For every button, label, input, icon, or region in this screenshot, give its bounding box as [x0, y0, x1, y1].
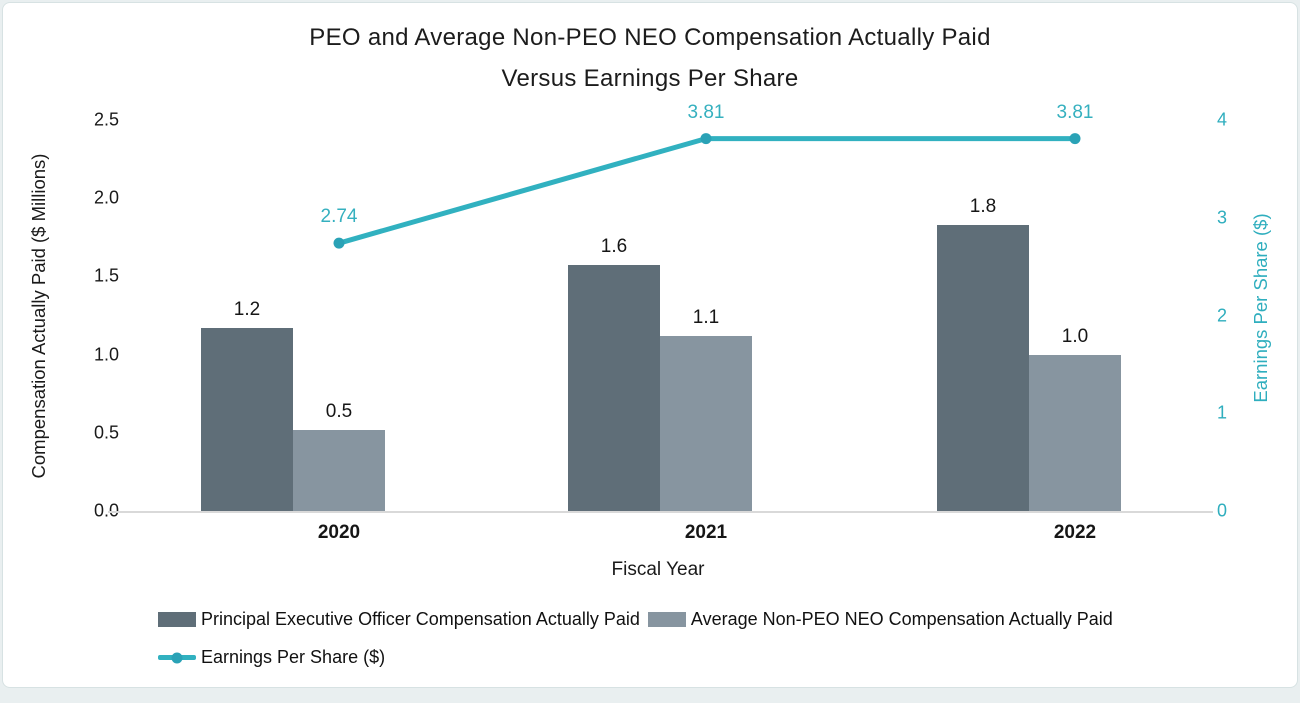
- legend-label-peo: Principal Executive Officer Compensation…: [201, 609, 640, 629]
- legend-row-1: Principal Executive Officer Compensation…: [158, 609, 1121, 630]
- legend-swatch-peo: [158, 612, 196, 627]
- left-axis-tick-0.0: 0.0: [93, 500, 119, 521]
- legend: Principal Executive Officer Compensation…: [158, 609, 1121, 685]
- right-axis-tick-2: 2: [1217, 305, 1228, 325]
- bar-nonpeo-2022: [1029, 354, 1121, 511]
- x-axis-title: Fiscal Year: [611, 559, 705, 580]
- legend-item-peo: Principal Executive Officer Compensation…: [158, 609, 640, 630]
- bar-peo-2022: [937, 224, 1029, 511]
- right-axis-tick-4: 4: [1217, 109, 1228, 130]
- bar-value-label-nonpeo-2020: 0.5: [325, 400, 353, 422]
- legend-swatch-nonpeo: [647, 612, 686, 627]
- bar-peo-2020: [201, 328, 293, 511]
- left-axis-tick-0.5: 0.5: [93, 422, 119, 443]
- eps-value-label-2022: 3.81: [1056, 101, 1094, 123]
- legend-item-eps: Earnings Per Share ($): [158, 647, 385, 668]
- right-axis-tick-3: 3: [1217, 207, 1228, 228]
- legend-row-2: Earnings Per Share ($): [158, 647, 1121, 668]
- eps-marker-2021: [700, 133, 712, 145]
- x-category-label-2022: 2022: [1053, 522, 1097, 543]
- legend-label-eps: Earnings Per Share ($): [201, 647, 386, 667]
- legend-label-nonpeo: Average Non-PEO NEO Compensation Actuall…: [690, 609, 1113, 629]
- bar-value-label-peo-2020: 1.2: [233, 299, 261, 320]
- chart-title: PEO and Average Non-PEO NEO Compensation…: [3, 17, 1297, 99]
- x-axis-line: [108, 511, 1213, 513]
- left-axis-tick-1.0: 1.0: [93, 344, 119, 365]
- legend-swatch-eps-marker-icon: [171, 652, 183, 663]
- eps-value-label-2020: 2.74: [320, 206, 358, 228]
- left-axis-tick-2.0: 2.0: [93, 187, 119, 208]
- bar-value-label-nonpeo-2022: 1.0: [1061, 325, 1089, 347]
- eps-value-label-2021: 3.81: [687, 101, 725, 123]
- right-axis-tick-1: 1: [1217, 402, 1228, 423]
- eps-marker-2020: [333, 237, 345, 249]
- bar-peo-2021: [568, 265, 660, 511]
- right-axis-tick-0: 0: [1217, 500, 1228, 521]
- legend-item-nonpeo: Average Non-PEO NEO Compensation Actuall…: [647, 609, 1113, 630]
- bar-value-label-peo-2022: 1.8: [969, 195, 997, 217]
- bar-value-label-peo-2021: 1.6: [600, 236, 628, 258]
- eps-marker-2022: [1069, 133, 1081, 145]
- left-axis-tick-1.5: 1.5: [93, 265, 119, 286]
- chart-title-line2: Versus Earnings Per Share: [501, 65, 799, 92]
- x-category-label-2020: 2020: [317, 522, 361, 543]
- plot-area: 0.0 0.5 1.0 1.5 2.0 2.5 0 1 2 3 4 1.2 1.6 1.8 0.5 1.1 1.…: [3, 3, 1297, 687]
- x-category-label-2021: 2021: [684, 522, 728, 543]
- bar-nonpeo-2020: [293, 429, 385, 511]
- chart-card: PEO and Average Non-PEO NEO Compensation…: [2, 2, 1298, 688]
- bar-nonpeo-2021: [660, 335, 752, 511]
- bar-value-label-nonpeo-2021: 1.1: [692, 306, 720, 328]
- chart-title-line1: PEO and Average Non-PEO NEO Compensation…: [309, 24, 991, 51]
- left-axis-tick-2.5: 2.5: [93, 109, 119, 130]
- legend-swatch-eps-line-icon: [158, 652, 196, 663]
